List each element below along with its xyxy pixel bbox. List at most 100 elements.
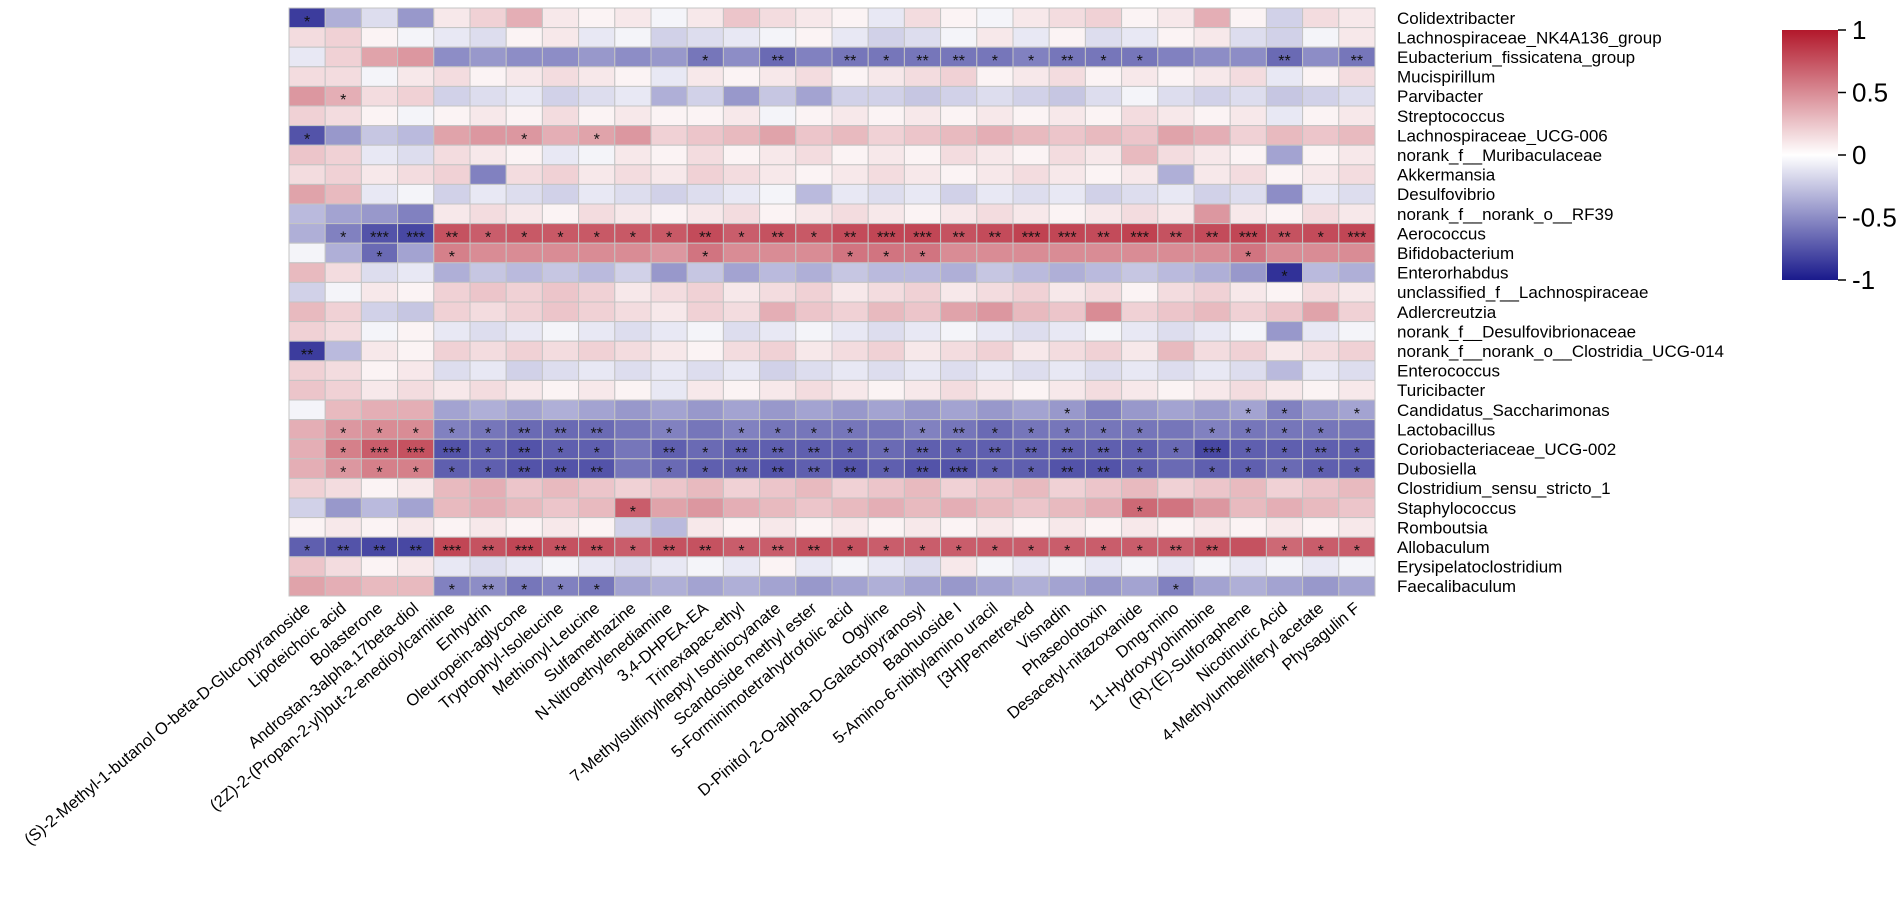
heatmap-cell xyxy=(1048,144,1086,166)
heatmap-cell xyxy=(1048,301,1086,323)
heatmap-cell xyxy=(360,27,399,48)
heatmap-cell xyxy=(759,360,797,381)
heatmap-cell xyxy=(940,7,978,29)
heatmap-cell xyxy=(1048,105,1086,127)
heatmap-cell xyxy=(360,7,399,29)
heatmap-cell xyxy=(397,46,435,68)
heatmap-cell xyxy=(541,66,580,87)
heatmap-cell xyxy=(976,575,1014,597)
heatmap-cell xyxy=(288,223,326,244)
significance-star: ** xyxy=(1170,543,1182,560)
heatmap-cell xyxy=(324,575,362,597)
significance-star: *** xyxy=(913,229,932,246)
heatmap-cell xyxy=(903,575,942,597)
significance-star: * xyxy=(521,131,527,148)
heatmap-cell xyxy=(397,183,435,205)
heatmap-cell xyxy=(1229,321,1267,342)
significance-star: * xyxy=(1137,53,1143,70)
heatmap-cell xyxy=(433,125,471,146)
heatmap-cell xyxy=(1157,66,1195,87)
heatmap-cell xyxy=(1229,203,1267,225)
heatmap-cell xyxy=(288,379,326,401)
heatmap-cell xyxy=(324,27,362,48)
heatmap-cell xyxy=(650,66,688,87)
heatmap-cell xyxy=(578,517,616,538)
significance-star: * xyxy=(340,465,346,482)
significance-star: ** xyxy=(844,229,856,246)
heatmap-cell xyxy=(469,497,507,519)
heatmap-cell xyxy=(469,360,507,381)
heatmap-cell xyxy=(650,46,688,68)
heatmap-cell xyxy=(1193,7,1231,29)
heatmap-cell xyxy=(288,438,326,460)
heatmap-cell xyxy=(288,262,326,283)
significance-star: * xyxy=(630,229,636,246)
heatmap-cell xyxy=(831,301,869,323)
heatmap-cell xyxy=(686,575,724,597)
significance-star: * xyxy=(1245,425,1251,442)
legend-tick-label: 1 xyxy=(1852,15,1866,45)
significance-star: ** xyxy=(989,445,1001,462)
heatmap-cell xyxy=(1121,399,1159,421)
heatmap-cell xyxy=(1193,399,1231,421)
heatmap-cell xyxy=(1084,164,1123,185)
heatmap-cell xyxy=(578,183,616,205)
row-labels: ColidextribacterLachnospiraceae_NK4A136_… xyxy=(1397,9,1724,596)
significance-star: * xyxy=(1209,425,1215,442)
heatmap-cell xyxy=(469,379,507,401)
significance-star: * xyxy=(1245,249,1251,266)
heatmap-cell xyxy=(1302,321,1340,342)
heatmap-cell xyxy=(1121,85,1159,107)
heatmap-cell xyxy=(759,399,797,421)
heatmap-cell xyxy=(433,301,471,323)
heatmap-cell xyxy=(578,203,616,225)
heatmap-cell xyxy=(1121,7,1159,29)
significance-star: ** xyxy=(1170,229,1182,246)
heatmap-cell xyxy=(1048,575,1086,597)
heatmap-cell xyxy=(831,183,869,205)
heatmap-cell xyxy=(433,164,471,185)
heatmap-cell xyxy=(1229,85,1267,107)
heatmap-cell xyxy=(578,85,616,107)
significance-star: * xyxy=(1137,465,1143,482)
significance-star: * xyxy=(956,445,962,462)
heatmap-cell xyxy=(288,419,326,440)
heatmap-cell xyxy=(1121,125,1159,146)
significance-star: * xyxy=(376,425,382,442)
significance-star: * xyxy=(702,53,708,70)
heatmap-cell xyxy=(867,575,905,597)
heatmap-cell xyxy=(360,321,399,342)
heatmap-cell xyxy=(1302,203,1340,225)
significance-star: * xyxy=(847,249,853,266)
heatmap-cell xyxy=(505,105,543,127)
heatmap-cell xyxy=(433,321,471,342)
heatmap-cell xyxy=(686,105,724,127)
heatmap-cell xyxy=(722,105,761,127)
heatmap-cell xyxy=(397,497,435,519)
heatmap-cell xyxy=(324,340,362,362)
heatmap-cell xyxy=(686,281,724,303)
heatmap-cell xyxy=(433,360,471,381)
heatmap-cell xyxy=(867,360,905,381)
row-label: Streptococcus xyxy=(1397,107,1505,126)
significance-star: * xyxy=(413,465,419,482)
heatmap-cell xyxy=(1084,85,1123,107)
heatmap-cell xyxy=(759,7,797,29)
heatmap-cell xyxy=(1012,517,1050,538)
heatmap-cell xyxy=(541,203,580,225)
heatmap-cell xyxy=(1229,183,1267,205)
significance-star: ** xyxy=(989,229,1001,246)
heatmap-cell xyxy=(541,262,580,283)
significance-star: * xyxy=(1281,406,1287,423)
heatmap-cell xyxy=(831,144,869,166)
heatmap-cell xyxy=(1302,281,1340,303)
significance-star: ** xyxy=(916,465,928,482)
significance-star: *** xyxy=(406,445,425,462)
heatmap-cell xyxy=(1157,360,1195,381)
heatmap-cell xyxy=(469,203,507,225)
heatmap-cell xyxy=(541,360,580,381)
heatmap-cell xyxy=(614,575,652,597)
significance-star: ** xyxy=(1278,53,1290,70)
heatmap-cell xyxy=(1229,27,1267,48)
heatmap-cell xyxy=(1338,379,1376,401)
